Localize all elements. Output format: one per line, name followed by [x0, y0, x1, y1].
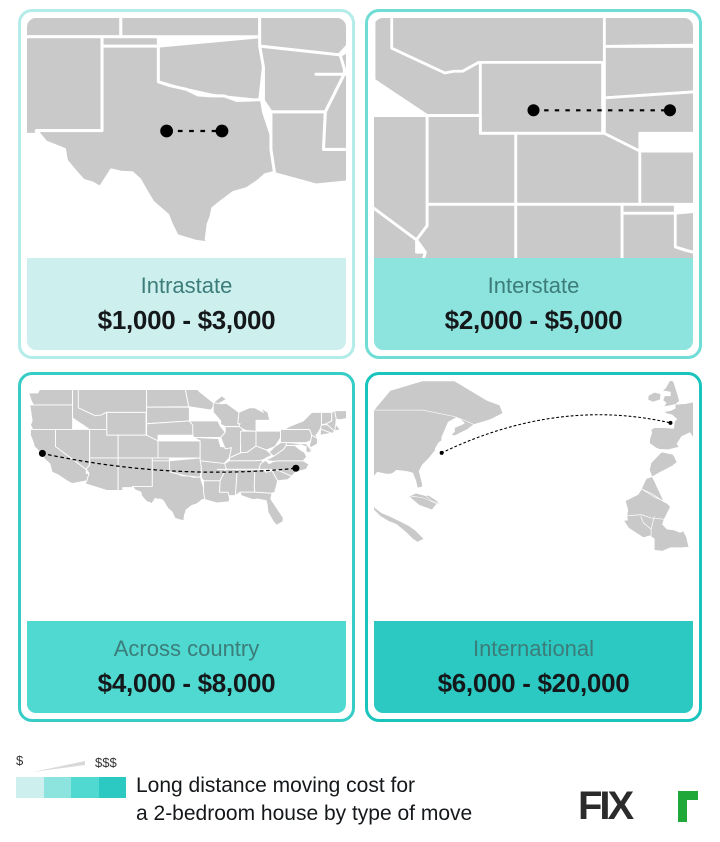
svg-text:FIX: FIX	[580, 784, 635, 828]
